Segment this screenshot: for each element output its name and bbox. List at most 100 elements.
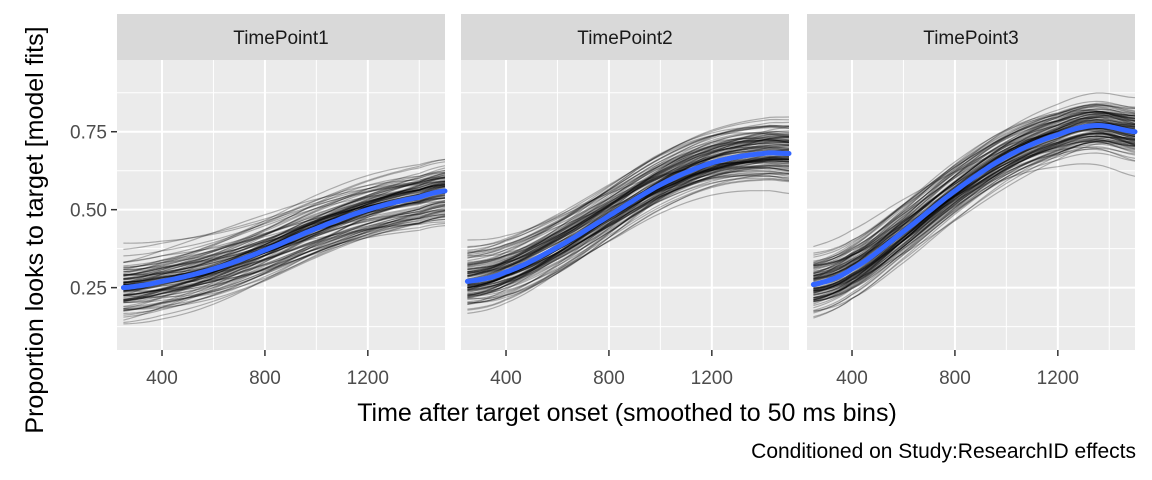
individual-curve	[123, 222, 446, 318]
individual-curve	[123, 184, 446, 275]
individual-curve	[123, 195, 446, 281]
individual-curve	[123, 200, 446, 302]
individual-curve	[813, 127, 1136, 293]
individual-curve	[813, 108, 1136, 264]
individual-curve	[813, 105, 1136, 265]
individual-curve	[467, 161, 790, 267]
individual-curve	[467, 139, 790, 275]
individual-curve	[123, 185, 446, 296]
individual-curve	[813, 114, 1136, 277]
individual-curve	[813, 141, 1136, 300]
individual-curve	[123, 171, 446, 271]
individual-curve	[467, 177, 790, 292]
individual-curve	[123, 215, 446, 324]
individual-curve	[467, 118, 790, 251]
individual-curve	[467, 125, 790, 254]
individual-curve	[123, 158, 446, 264]
individual-curve	[813, 108, 1136, 280]
individual-curve	[123, 196, 446, 276]
individual-curve	[467, 139, 789, 280]
facet-strip-label: TimePoint1	[233, 28, 328, 49]
individual-curve	[123, 176, 446, 279]
individual-curve	[123, 194, 446, 295]
individual-curve	[467, 138, 790, 277]
individual-curve	[123, 177, 446, 257]
individual-curve	[467, 126, 790, 278]
individual-curve	[467, 165, 790, 270]
panels-layer: TimePoint1 TimePoint2 TimePoint3	[117, 14, 1138, 350]
individual-curve	[813, 112, 1136, 263]
individual-curve	[813, 111, 1136, 277]
individual-curve	[813, 139, 1136, 296]
facet-strip	[461, 14, 789, 60]
individual-curve	[123, 218, 446, 301]
mean-curve	[120, 188, 448, 291]
individual-curve	[123, 176, 446, 293]
individual-curve	[813, 140, 1136, 312]
individual-curve	[467, 121, 790, 270]
facet-panel-1: TimePoint1	[117, 14, 448, 350]
individual-curve	[813, 127, 1136, 303]
individual-curve	[813, 117, 1136, 287]
individual-curve	[467, 172, 790, 292]
individual-curve	[123, 185, 446, 276]
individual-curve	[123, 193, 446, 292]
individual-curve	[813, 140, 1136, 314]
chart-caption: Conditioned on Study:ResearchID effects	[751, 440, 1136, 463]
individual-curve	[467, 145, 790, 296]
individual-curve	[123, 172, 446, 284]
individual-curve	[123, 225, 446, 296]
individual-curve	[467, 116, 790, 266]
individual-curve	[813, 136, 1136, 309]
individual-curve	[123, 210, 446, 321]
y-axis: 0.25 0.50 0.75	[70, 123, 117, 300]
individual-curve	[123, 165, 446, 276]
individual-curve	[813, 138, 1136, 295]
individual-curve	[123, 186, 446, 271]
individual-curve	[467, 164, 790, 275]
individual-curve	[467, 158, 790, 287]
x-tick-label: 400	[836, 368, 868, 389]
individual-curve	[123, 169, 446, 280]
individual-curve	[813, 139, 1136, 313]
individual-curve	[467, 164, 790, 285]
individual-curve	[123, 197, 446, 268]
individual-curve	[813, 142, 1136, 289]
x-axis-title: Time after target onset (smoothed to 50 …	[357, 399, 897, 427]
individual-curve	[467, 167, 790, 286]
individual-curve	[467, 141, 790, 267]
individual-curve	[467, 172, 790, 305]
individual-curve	[813, 106, 1136, 277]
individual-curve	[123, 215, 446, 296]
individual-curve	[467, 157, 790, 297]
individual-curve	[813, 163, 1136, 300]
individual-curve	[467, 141, 790, 264]
individual-curve	[467, 158, 790, 304]
individual-curve	[123, 182, 446, 277]
individual-curve	[467, 125, 790, 264]
individual-curve	[813, 147, 1136, 272]
x-axis-3: 400 800 1200	[836, 350, 1079, 389]
individual-curve	[467, 146, 790, 278]
x-axis-1: 400 800 1200	[146, 350, 389, 389]
individual-curve	[123, 169, 446, 269]
individual-curve	[467, 126, 790, 249]
x-tick-label: 1200	[691, 368, 733, 389]
individual-curve	[813, 141, 1136, 318]
individual-curve	[813, 109, 1136, 267]
individual-curve	[467, 155, 790, 297]
individual-curve	[467, 146, 790, 278]
individual-curve	[467, 158, 790, 255]
x-tick-label: 1200	[1037, 368, 1079, 389]
individual-curve	[813, 100, 1136, 258]
individual-curve	[123, 159, 446, 269]
individual-curve	[467, 139, 790, 241]
individual-curve	[123, 214, 446, 276]
individual-curve	[123, 209, 446, 304]
individual-curve	[467, 162, 789, 282]
individual-curve	[813, 133, 1136, 292]
individual-curve	[813, 130, 1136, 266]
individual-curve	[123, 216, 446, 308]
individual-curve	[467, 132, 790, 303]
